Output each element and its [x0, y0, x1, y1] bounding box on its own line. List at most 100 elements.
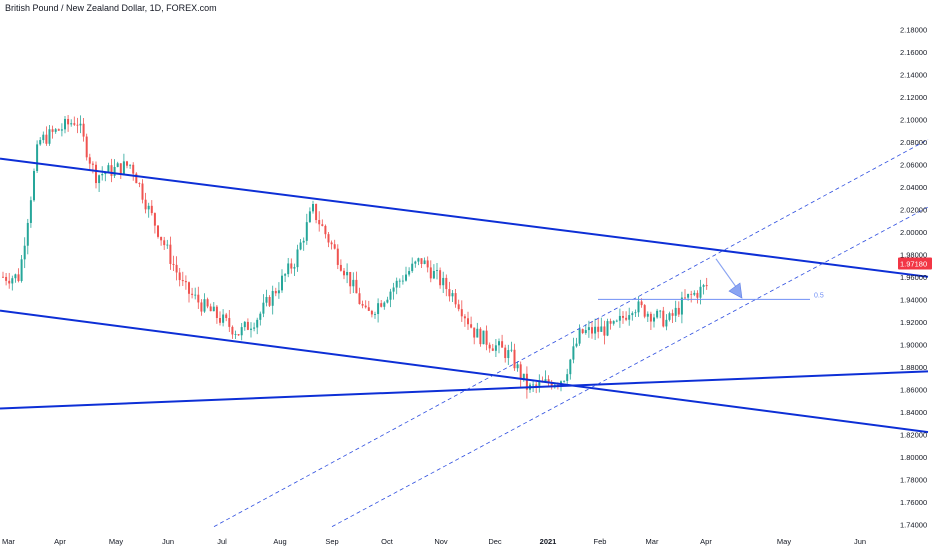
candle-body — [702, 285, 705, 287]
y-tick-label: 1.94000 — [900, 295, 927, 304]
candle-body — [259, 313, 262, 320]
candle-body — [119, 163, 122, 175]
candle-body — [73, 123, 76, 125]
candle-body — [184, 281, 187, 283]
time-axis: Mar Apr May Jun Jul Aug Sep Oct Nov Dec 2021 Feb Mar… — [2, 537, 866, 546]
y-tick-label: 1.74000 — [900, 520, 927, 529]
candle-body — [566, 374, 569, 381]
y-tick-label: 1.76000 — [900, 498, 927, 507]
candle-body — [98, 175, 101, 184]
candle-body — [634, 312, 637, 314]
candle-body — [296, 249, 299, 268]
candle-body — [33, 170, 35, 201]
candle-body — [194, 294, 197, 296]
candle-body — [581, 329, 584, 333]
candle-body — [442, 277, 445, 286]
candle-body — [126, 161, 128, 166]
candle-body — [659, 310, 662, 312]
candle-body — [680, 297, 683, 315]
candle-body — [169, 244, 172, 264]
candle-body — [429, 267, 432, 279]
candle-body — [423, 260, 426, 264]
candle-body — [324, 225, 327, 235]
y-tick-label: 1.82000 — [900, 430, 927, 439]
last-price-badge — [898, 257, 932, 270]
candle-body — [628, 315, 631, 320]
candle-body — [17, 274, 20, 281]
y-tick-label: 1.92000 — [900, 318, 927, 327]
candle-body — [494, 345, 497, 351]
candle-body — [305, 222, 308, 241]
candle-body — [563, 380, 566, 382]
candle-body — [535, 384, 538, 386]
candle-body — [513, 349, 516, 369]
candle-body — [671, 313, 674, 316]
candle-body — [352, 279, 355, 287]
price-axis: 1.74000 1.76000 1.78000 1.80000 1.82000 1.840… — [898, 25, 932, 529]
candle-body — [339, 264, 342, 271]
candle-body — [8, 280, 11, 284]
candle-body — [157, 225, 159, 237]
candle-body — [451, 293, 454, 297]
candle-body — [374, 314, 376, 315]
candle-body — [215, 306, 218, 318]
candle-body — [349, 271, 352, 287]
candle-body — [330, 242, 333, 245]
candle-body — [51, 129, 54, 132]
channel-lower-dashed — [331, 206, 929, 527]
candle-body — [386, 299, 389, 303]
x-tick-label: Jun — [162, 537, 174, 546]
candle-body — [160, 236, 163, 241]
candle-body — [172, 263, 175, 265]
candle-body — [467, 318, 469, 325]
projection-arrow-head — [728, 282, 743, 299]
candle-body — [656, 310, 659, 318]
candle-body — [129, 164, 132, 166]
candle-body — [101, 174, 104, 176]
candle-body — [532, 384, 535, 386]
candle-body — [250, 328, 252, 330]
candle-body — [132, 164, 135, 174]
candle-body — [203, 299, 206, 312]
x-tick-label: Feb — [594, 537, 607, 546]
candle-body — [470, 324, 473, 328]
candle-body — [618, 315, 621, 321]
candle-body — [457, 304, 460, 310]
candle-body — [113, 166, 116, 176]
candle-body — [253, 327, 256, 329]
candle-body — [54, 129, 57, 132]
candle-body — [364, 305, 367, 308]
candle-body — [612, 321, 615, 324]
candle-body — [591, 327, 593, 334]
candle-body — [519, 364, 522, 379]
candle-body — [674, 307, 677, 316]
candle-body — [209, 306, 212, 312]
x-tick-label: Mar — [2, 537, 15, 546]
y-tick-label: 2.02000 — [900, 205, 927, 214]
candle-body — [246, 321, 249, 330]
candle-body — [5, 276, 8, 281]
candle-body — [392, 287, 395, 292]
candle-body — [222, 314, 225, 323]
candle-body — [516, 364, 519, 369]
candle-body — [473, 327, 476, 338]
candle-body — [274, 290, 277, 294]
candle-body — [110, 165, 113, 176]
candle-body — [479, 328, 482, 345]
candle-body — [476, 328, 479, 338]
candle-body — [690, 293, 693, 295]
candle-body — [14, 274, 17, 279]
y-tick-label: 1.78000 — [900, 475, 927, 484]
x-tick-label: 2021 — [540, 537, 557, 546]
x-tick-label: Apr — [54, 537, 66, 546]
candle-body — [572, 346, 575, 360]
candle-body — [649, 313, 652, 322]
support-trendline — [0, 370, 929, 410]
candle-body — [312, 203, 314, 212]
y-tick-label: 2.18000 — [900, 25, 927, 34]
candle-body — [646, 313, 649, 317]
candle-body — [150, 205, 153, 214]
candle-body — [60, 129, 63, 131]
